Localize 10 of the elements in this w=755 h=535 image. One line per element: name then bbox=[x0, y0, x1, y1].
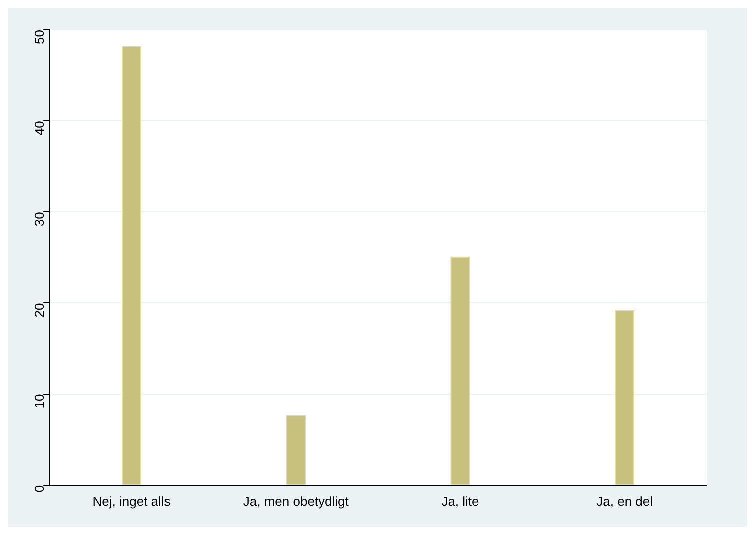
y-tick-label: 20 bbox=[32, 303, 48, 318]
x-tick-label: Ja, men obetydligt bbox=[243, 494, 350, 509]
y-tick-label: 50 bbox=[32, 30, 48, 44]
x-tick-label: Ja, en del bbox=[596, 494, 654, 509]
x-tick-label: Nej, inget alls bbox=[92, 494, 172, 509]
y-tick-label: 10 bbox=[32, 394, 48, 409]
x-tick-label: Ja, lite bbox=[442, 494, 480, 509]
y-tick-label: 30 bbox=[32, 212, 48, 227]
y-tick-label: 40 bbox=[32, 121, 48, 136]
y-tick-label: 0 bbox=[32, 485, 48, 493]
